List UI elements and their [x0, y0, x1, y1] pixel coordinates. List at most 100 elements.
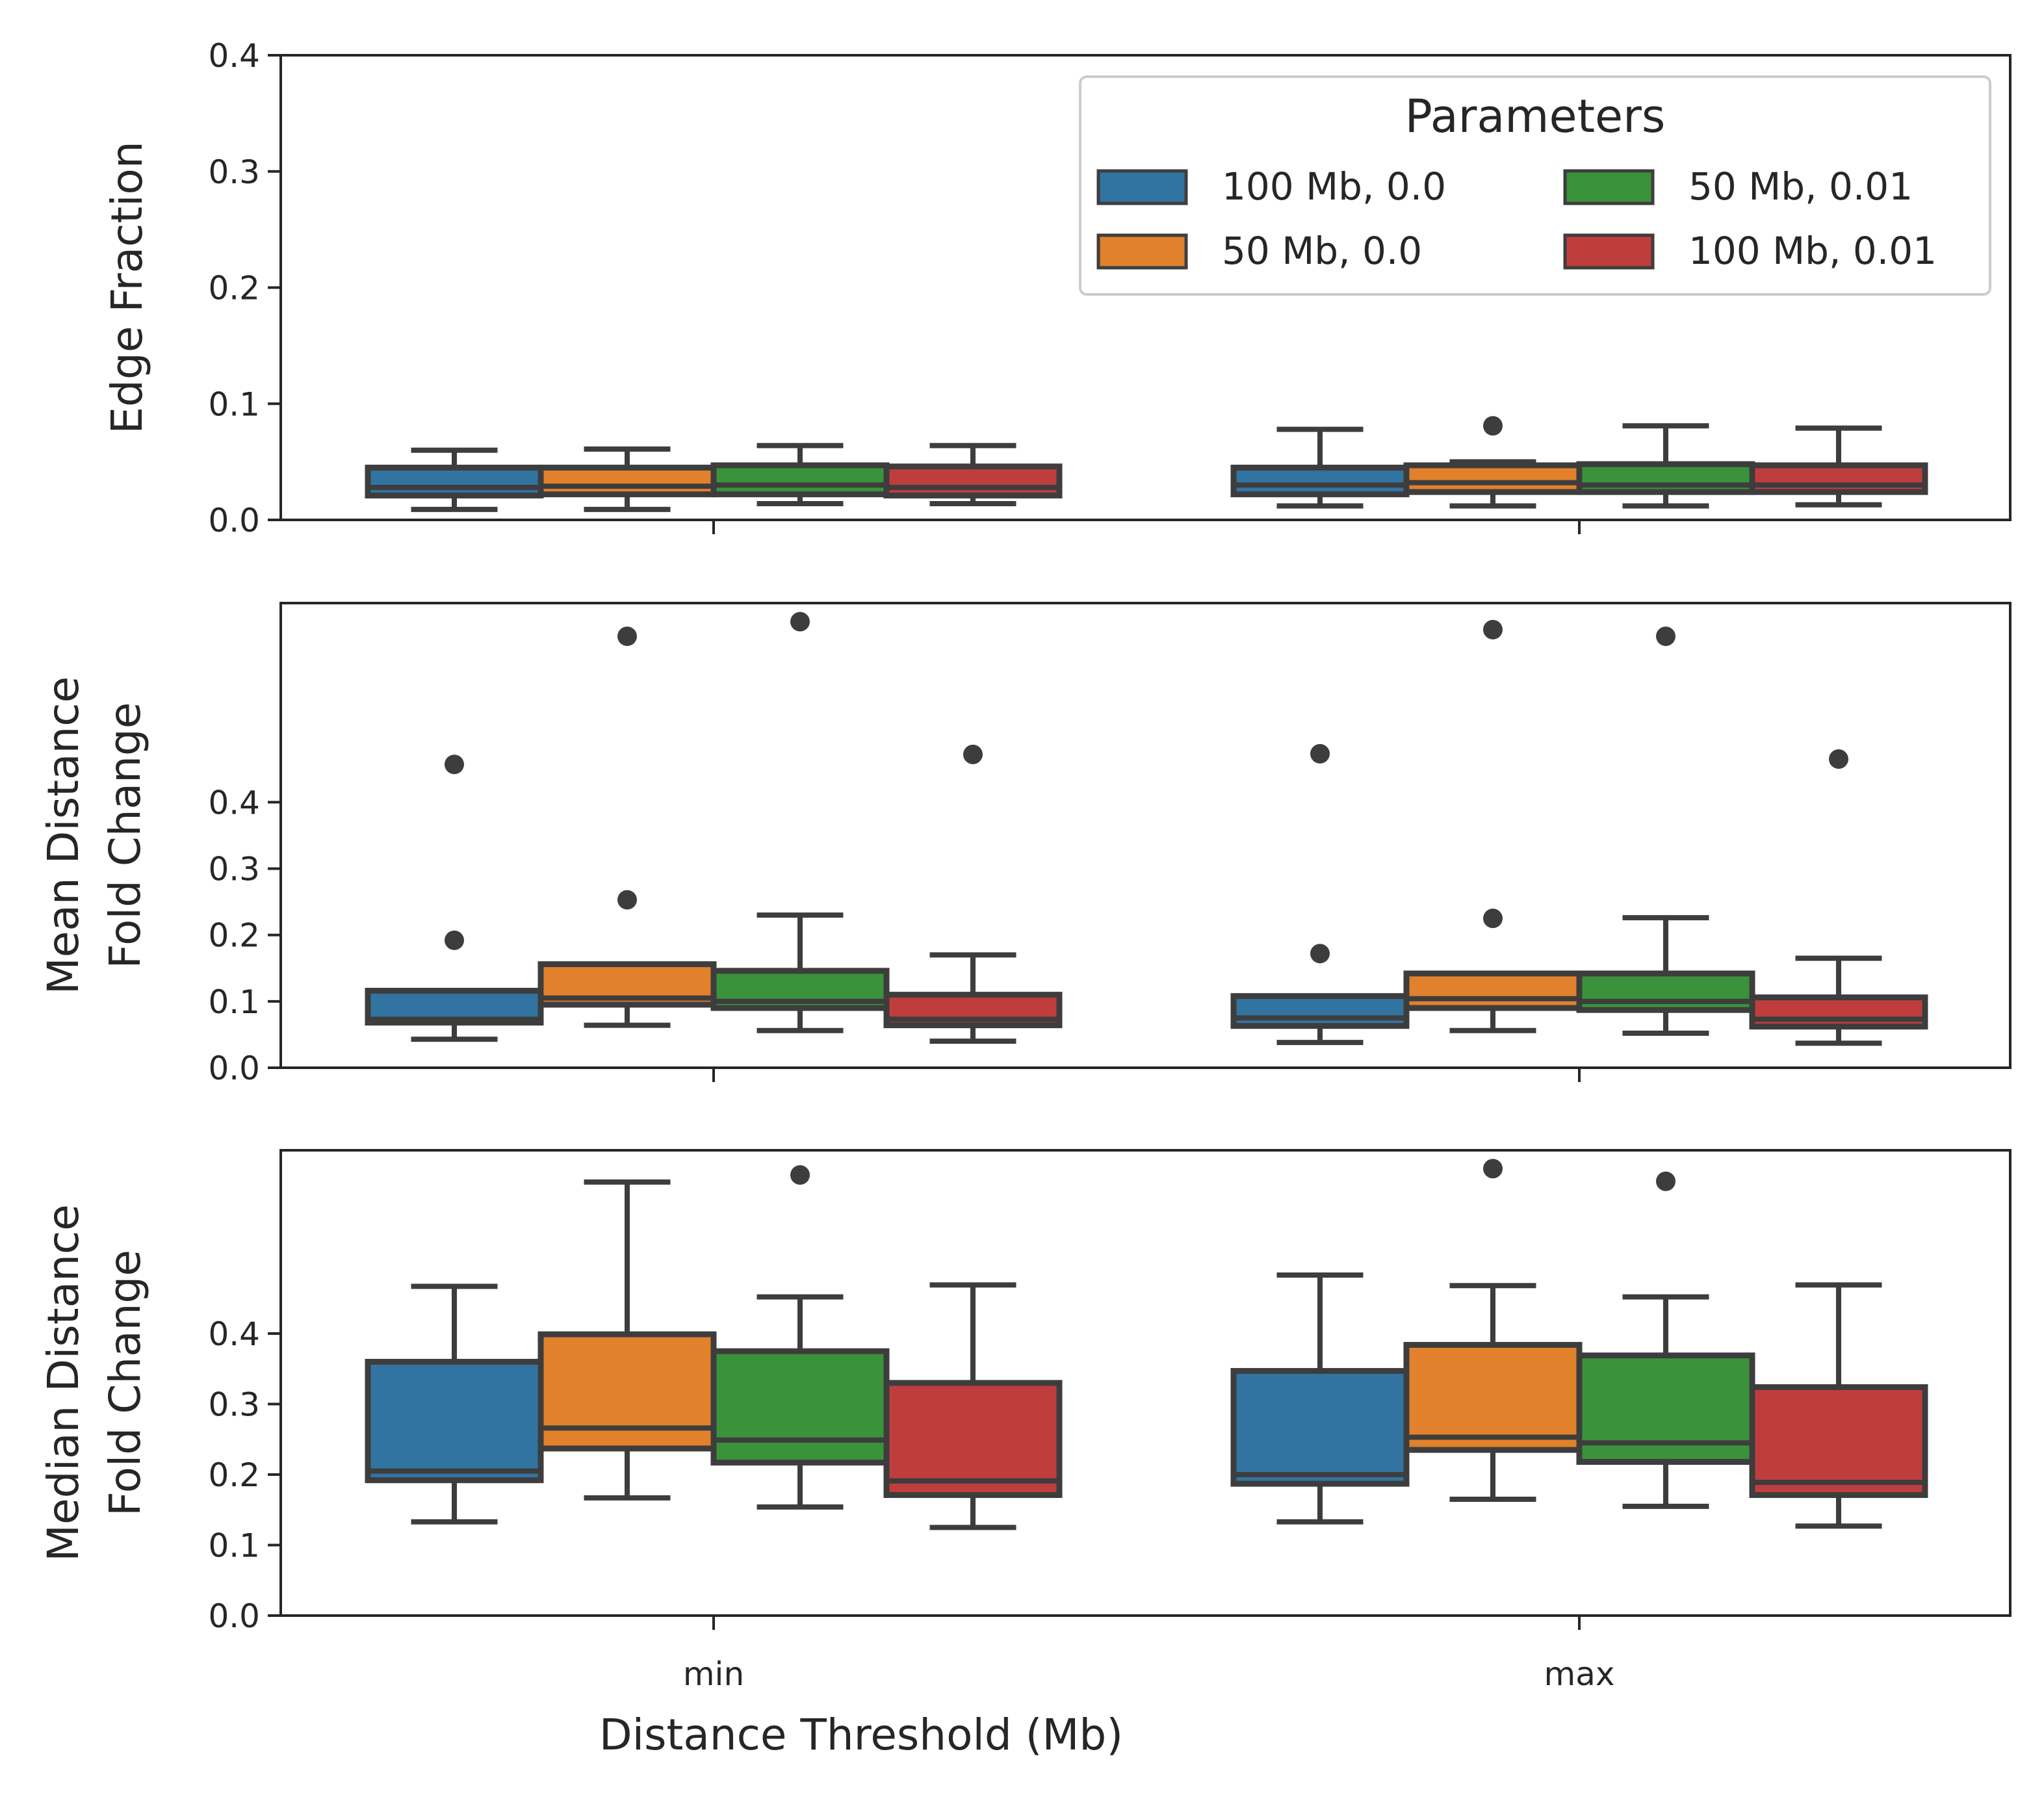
- axes-frame: [279, 54, 2012, 521]
- box-iqr: [537, 1331, 717, 1452]
- box-max: [1576, 423, 1755, 509]
- x-axis-label: Distance Threshold (Mb): [599, 1710, 1123, 1760]
- y-tick-label: 0.3: [208, 1386, 260, 1424]
- box-iqr: [1230, 465, 1410, 498]
- y-tick-label: 0.0: [208, 1050, 260, 1087]
- legend-title: Parameters: [1405, 90, 1666, 143]
- y-axis-label: Fold Change: [100, 703, 150, 969]
- box-min: [537, 446, 717, 512]
- outlier-point: [1310, 743, 1330, 764]
- series-1-boxes: [365, 426, 1410, 512]
- series-1-boxes: [365, 743, 1410, 1046]
- legend-entry: 50 Mb, 0.01: [1563, 164, 1913, 209]
- box-iqr: [1576, 1352, 1755, 1465]
- box-min: [883, 1282, 1063, 1530]
- series-4-boxes: [883, 744, 1928, 1046]
- legend-entry: 50 Mb, 0.0: [1096, 229, 1422, 273]
- outlier-point: [1656, 1171, 1675, 1191]
- outlier-point: [1310, 944, 1330, 964]
- y-tick-label: 0.2: [208, 917, 260, 955]
- legend-entry: 100 Mb, 0.01: [1563, 229, 1937, 273]
- legend-swatch: [1563, 233, 1655, 270]
- outlier-point: [1656, 626, 1675, 647]
- y-tick-label: 0.4: [208, 784, 260, 821]
- series-2-boxes: [537, 1159, 1583, 1502]
- box-iqr: [710, 462, 890, 498]
- box-iqr: [1749, 1384, 1928, 1498]
- box-iqr: [1576, 970, 1755, 1013]
- box-min: [710, 612, 890, 1033]
- box-max: [1576, 626, 1755, 1036]
- axes-frame: [279, 602, 2012, 1069]
- panels: 0.0 0.1 0.2 0.3 0.4 Edge Fraction 0.0 0.1 0.2 0.3…: [38, 37, 2012, 1693]
- y-tick-label: 0.3: [208, 851, 260, 888]
- series-4-boxes: [883, 1282, 1928, 1530]
- y-tick-label: 0.2: [208, 270, 260, 307]
- legend-entry: 100 Mb, 0.0: [1096, 164, 1446, 209]
- y-tick-label: 0.1: [208, 1527, 260, 1565]
- outlier-point: [963, 744, 983, 764]
- box-min: [537, 1179, 717, 1501]
- legend-swatch: [1096, 169, 1188, 205]
- legend-label: 50 Mb, 0.01: [1688, 164, 1913, 209]
- box-iqr: [883, 1380, 1063, 1498]
- series-3-boxes: [710, 612, 1755, 1036]
- outlier-point: [1483, 909, 1503, 929]
- y-tick-label: 0.1: [208, 983, 260, 1021]
- y-axis-label: Edge Fraction: [102, 141, 152, 434]
- axes-frame: [279, 1149, 2012, 1617]
- box-max: [1230, 743, 1410, 1046]
- outlier-point: [1829, 749, 1848, 769]
- box-iqr: [1749, 462, 1928, 495]
- box-min: [365, 1284, 544, 1525]
- box-iqr: [365, 1358, 544, 1484]
- y-tick-label: 0.4: [208, 1315, 260, 1353]
- outlier-point: [1483, 416, 1503, 436]
- legend-frame: [1079, 75, 1991, 296]
- box-iqr: [1403, 1341, 1583, 1453]
- y-tick-label: 0.2: [208, 1456, 260, 1494]
- box-iqr: [1403, 462, 1583, 495]
- box-max: [1230, 426, 1410, 509]
- x-tick-label: min: [683, 1655, 744, 1693]
- legend: Parameters 100 Mb, 0.0 50 Mb, 0.0 50 Mb, 0.…: [1079, 75, 1991, 296]
- y-tick-label: 0.0: [208, 1597, 260, 1635]
- y-tick-label: 0.1: [208, 385, 260, 423]
- y-tick-label: 0.4: [208, 37, 260, 75]
- series-1-boxes: [365, 1272, 1410, 1525]
- outlier-point: [790, 1165, 810, 1185]
- box-min: [365, 447, 544, 512]
- outlier-point: [617, 626, 637, 647]
- series-3-boxes: [710, 1165, 1755, 1510]
- y-tick-label: 0.0: [208, 502, 260, 539]
- box-max: [1403, 416, 1583, 509]
- box-max: [1576, 1171, 1755, 1509]
- legend-label: 100 Mb, 0.01: [1688, 229, 1937, 273]
- box-min: [883, 443, 1063, 506]
- outlier-point: [445, 930, 464, 950]
- panel-2: 0.0 0.1 0.2 0.3 0.4 Mean Distance Fold Change: [38, 602, 2012, 1087]
- legend-swatch: [1096, 233, 1188, 270]
- outlier-point: [1483, 1159, 1503, 1179]
- box-max: [1749, 1282, 1928, 1529]
- box-iqr: [365, 465, 544, 498]
- series-4-boxes: [883, 425, 1928, 508]
- box-max: [1230, 1272, 1410, 1525]
- y-axis-label: Mean Distance: [38, 677, 88, 994]
- box-iqr: [1230, 993, 1410, 1029]
- box-iqr: [1749, 994, 1928, 1030]
- outlier-point: [790, 612, 810, 632]
- legend-label: 50 Mb, 0.0: [1222, 229, 1422, 273]
- y-axis-label: Fold Change: [100, 1250, 150, 1516]
- outlier-point: [617, 890, 637, 910]
- box-min: [537, 626, 717, 1028]
- y-tick-label: 0.3: [208, 153, 260, 191]
- box-max: [1403, 1159, 1583, 1502]
- legend-label: 100 Mb, 0.0: [1222, 164, 1446, 209]
- box-max: [1749, 749, 1928, 1046]
- x-tick-label: max: [1544, 1655, 1615, 1693]
- outlier-point: [1483, 619, 1503, 639]
- box-min: [883, 744, 1063, 1044]
- box-iqr: [710, 1348, 890, 1466]
